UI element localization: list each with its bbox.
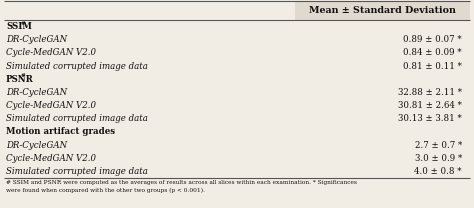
Bar [295, 1, 470, 20]
Text: 30.13 ± 3.81 *: 30.13 ± 3.81 * [398, 114, 462, 123]
Text: 4.0 ± 0.8 *: 4.0 ± 0.8 * [414, 167, 462, 176]
Text: Cycle-MedGAN V2.0: Cycle-MedGAN V2.0 [6, 48, 96, 57]
Text: DR-CycleGAN: DR-CycleGAN [6, 88, 67, 97]
Text: #: # [20, 21, 25, 26]
Text: # SSIM and PSNR were computed as the averages of results across all slices withi: # SSIM and PSNR were computed as the ave… [6, 180, 357, 185]
Text: were found when compared with the other two groups (p < 0.001).: were found when compared with the other … [6, 188, 205, 193]
Text: Cycle-MedGAN V2.0: Cycle-MedGAN V2.0 [6, 154, 96, 163]
Text: 0.89 ± 0.07 *: 0.89 ± 0.07 * [403, 35, 462, 44]
Text: Motion artifact grades: Motion artifact grades [6, 128, 115, 136]
Text: 30.81 ± 2.64 *: 30.81 ± 2.64 * [398, 101, 462, 110]
Text: PSNR: PSNR [6, 75, 34, 84]
Text: 0.84 ± 0.09 *: 0.84 ± 0.09 * [403, 48, 462, 57]
Text: 2.7 ± 0.7 *: 2.7 ± 0.7 * [415, 141, 462, 150]
Text: DR-CycleGAN: DR-CycleGAN [6, 141, 67, 150]
Text: 32.88 ± 2.11 *: 32.88 ± 2.11 * [398, 88, 462, 97]
Text: Mean ± Standard Deviation: Mean ± Standard Deviation [309, 6, 456, 15]
Text: 3.0 ± 0.9 *: 3.0 ± 0.9 * [415, 154, 462, 163]
Text: #: # [20, 73, 25, 78]
Text: Simulated corrupted image data: Simulated corrupted image data [6, 62, 148, 71]
Text: Simulated corrupted image data: Simulated corrupted image data [6, 114, 148, 123]
Text: 0.81 ± 0.11 *: 0.81 ± 0.11 * [403, 62, 462, 71]
Text: Simulated corrupted image data: Simulated corrupted image data [6, 167, 148, 176]
Text: Cycle-MedGAN V2.0: Cycle-MedGAN V2.0 [6, 101, 96, 110]
Text: DR-CycleGAN: DR-CycleGAN [6, 35, 67, 44]
Text: SSIM: SSIM [6, 22, 32, 31]
